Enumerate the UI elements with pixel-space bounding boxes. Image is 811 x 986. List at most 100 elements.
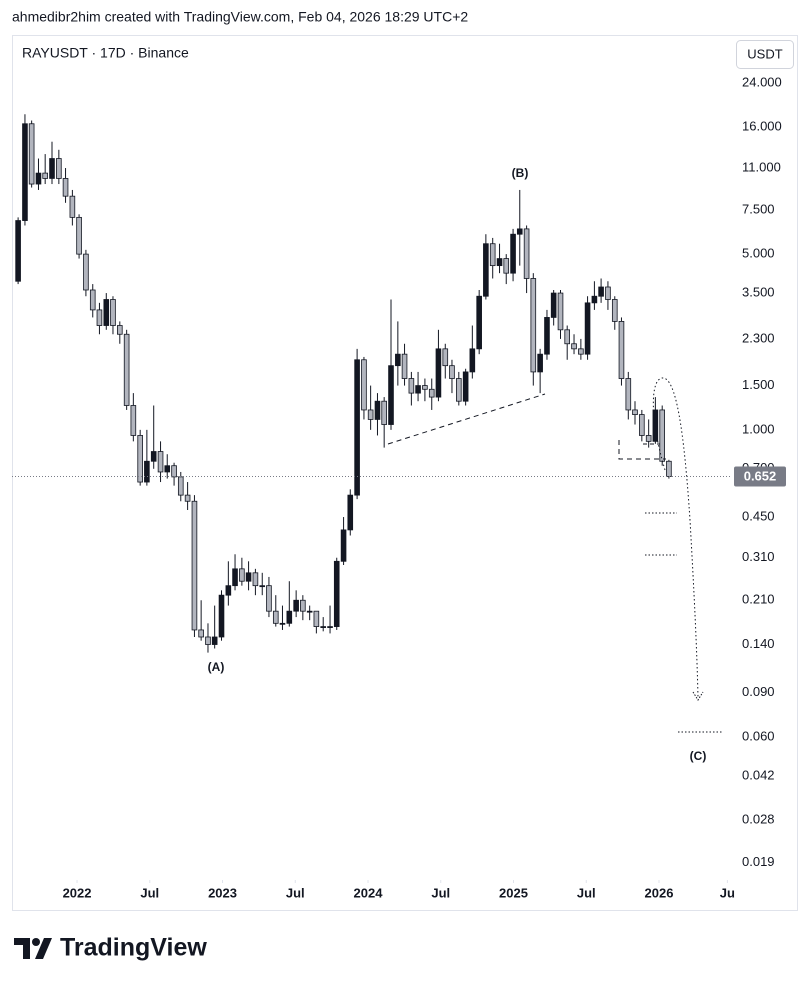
candle-body bbox=[218, 594, 225, 638]
candle-body bbox=[483, 243, 489, 297]
candle-body bbox=[605, 286, 611, 300]
candle-body bbox=[415, 385, 421, 394]
candle-body bbox=[205, 636, 211, 645]
candle-body bbox=[625, 378, 632, 411]
candle-body bbox=[245, 572, 252, 582]
annotation: (C) bbox=[690, 749, 707, 763]
candle-body bbox=[639, 414, 645, 436]
y-tick-label: 0.210 bbox=[742, 592, 775, 607]
y-tick-label: 0.060 bbox=[742, 728, 775, 743]
candle-body bbox=[191, 500, 198, 631]
x-tick-label: Ju bbox=[720, 885, 735, 900]
candle-body bbox=[239, 568, 245, 582]
candle-body bbox=[103, 299, 110, 326]
candle-body bbox=[300, 599, 306, 612]
candle-body bbox=[571, 343, 577, 350]
candle-body bbox=[306, 610, 313, 613]
logo-mark bbox=[14, 938, 30, 959]
y-tick-label: 24.000 bbox=[742, 74, 782, 89]
y-tick-label: 7.500 bbox=[742, 201, 775, 216]
y-tick-label: 0.140 bbox=[742, 636, 775, 651]
candle-body bbox=[523, 228, 530, 279]
projection-arrow bbox=[692, 691, 704, 701]
candle-body bbox=[591, 295, 598, 304]
chart-frame bbox=[12, 35, 798, 911]
candle-body bbox=[632, 409, 638, 415]
candle-body bbox=[449, 365, 455, 379]
annotation: (A) bbox=[208, 660, 225, 674]
candle-body bbox=[530, 278, 537, 373]
candle-body bbox=[401, 353, 408, 379]
candle-body bbox=[333, 560, 340, 627]
candle-body bbox=[564, 329, 570, 345]
candle-body bbox=[266, 585, 272, 612]
currency-box[interactable] bbox=[736, 40, 794, 69]
candle-body bbox=[15, 220, 21, 282]
candle-body bbox=[177, 476, 184, 496]
candle-body bbox=[35, 172, 42, 185]
candle-body bbox=[550, 292, 557, 318]
candle-body bbox=[584, 302, 591, 355]
logo-dot bbox=[32, 938, 40, 946]
y-tick-label: 0.450 bbox=[742, 508, 775, 523]
candle-body bbox=[313, 610, 320, 627]
candle-body bbox=[164, 465, 171, 473]
candle-body bbox=[96, 309, 103, 326]
brand-name: TradingView bbox=[60, 934, 207, 962]
candle-body bbox=[184, 494, 191, 502]
x-tick-label: Jul bbox=[577, 885, 596, 900]
logo-slash bbox=[35, 938, 52, 959]
candle-body bbox=[252, 572, 259, 587]
candle-body bbox=[361, 359, 367, 411]
x-tick-label: 2023 bbox=[208, 885, 237, 900]
candle-body bbox=[150, 451, 157, 462]
candle-body bbox=[130, 405, 137, 436]
candle-body bbox=[578, 348, 584, 355]
x-tick-label: Jul bbox=[140, 885, 159, 900]
y-tick-label: 0.019 bbox=[742, 854, 775, 869]
symbol-title: RAYUSDT · 17D · Binance bbox=[22, 45, 189, 61]
candle-body bbox=[354, 359, 360, 496]
y-tick-label: 3.500 bbox=[742, 285, 775, 300]
x-tick-label: Jul bbox=[286, 885, 305, 900]
y-tick-label: 11.000 bbox=[742, 159, 781, 174]
candle-body bbox=[395, 353, 401, 367]
candle-body bbox=[89, 289, 96, 311]
candle-body bbox=[408, 378, 415, 394]
candle-body bbox=[76, 216, 82, 255]
candle-body bbox=[489, 243, 496, 267]
support-line bbox=[618, 440, 666, 460]
annotation: (B) bbox=[512, 166, 529, 180]
candle-body bbox=[123, 333, 130, 406]
candle-body bbox=[272, 610, 279, 624]
candle-body bbox=[388, 365, 394, 425]
y-tick-label: 1.000 bbox=[742, 421, 775, 436]
candle-body bbox=[69, 195, 76, 218]
header-text: ahmedibr2him created with TradingView.co… bbox=[12, 9, 468, 25]
candle-body bbox=[435, 348, 442, 398]
candle-body bbox=[666, 460, 672, 477]
candle-body bbox=[347, 494, 354, 531]
candle-body bbox=[516, 228, 523, 235]
candle-body bbox=[544, 317, 550, 355]
y-tick-label: 2.300 bbox=[742, 330, 775, 345]
candles bbox=[12, 114, 730, 653]
candle-body bbox=[469, 348, 476, 373]
y-tick-label: 16.000 bbox=[742, 119, 782, 134]
y-tick-label: 0.042 bbox=[742, 767, 775, 782]
candle-body bbox=[618, 321, 625, 379]
candle-body bbox=[144, 460, 150, 483]
candle-body bbox=[462, 371, 469, 402]
y-tick-label: 0.028 bbox=[742, 812, 775, 827]
candle-body bbox=[157, 451, 164, 473]
candle-body bbox=[259, 585, 266, 588]
x-tick-label: Jul bbox=[431, 885, 450, 900]
y-tick-label: 5.000 bbox=[742, 246, 775, 261]
candle-body bbox=[503, 258, 510, 274]
candle-body bbox=[476, 295, 482, 350]
candle-body bbox=[456, 378, 462, 402]
candle-body bbox=[645, 435, 652, 442]
candle-body bbox=[28, 123, 35, 185]
candle-body bbox=[117, 325, 123, 335]
